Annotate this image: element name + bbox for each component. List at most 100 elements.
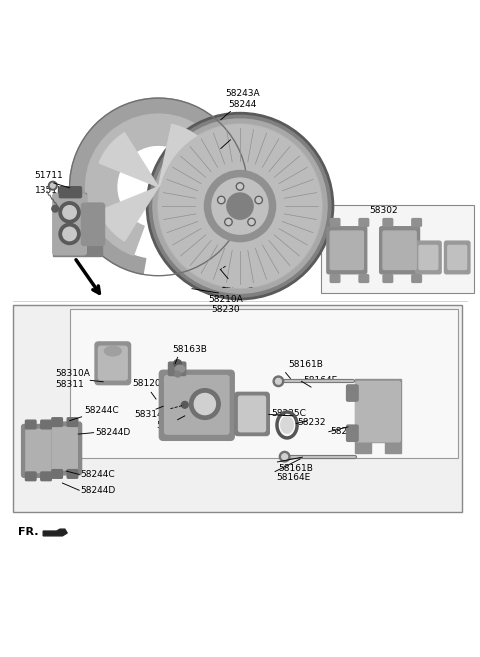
FancyBboxPatch shape (67, 470, 78, 478)
Circle shape (63, 227, 76, 240)
FancyBboxPatch shape (26, 429, 51, 472)
FancyBboxPatch shape (327, 227, 367, 274)
FancyBboxPatch shape (13, 306, 462, 512)
FancyBboxPatch shape (347, 425, 358, 442)
Circle shape (219, 198, 224, 202)
Circle shape (255, 196, 263, 204)
FancyBboxPatch shape (448, 246, 467, 269)
Text: 58161B: 58161B (278, 464, 313, 473)
Circle shape (225, 218, 232, 226)
Text: 58243A
58244: 58243A 58244 (225, 89, 260, 108)
Circle shape (146, 112, 334, 300)
FancyBboxPatch shape (235, 392, 269, 436)
FancyBboxPatch shape (359, 219, 369, 226)
Circle shape (226, 219, 231, 224)
Polygon shape (53, 193, 102, 256)
Text: 58235C: 58235C (271, 409, 306, 418)
FancyBboxPatch shape (41, 420, 51, 429)
FancyBboxPatch shape (330, 219, 340, 226)
FancyBboxPatch shape (95, 342, 131, 384)
FancyBboxPatch shape (416, 241, 441, 274)
FancyBboxPatch shape (48, 422, 82, 475)
FancyBboxPatch shape (25, 420, 36, 429)
Text: 58120: 58120 (132, 380, 161, 388)
FancyBboxPatch shape (419, 246, 438, 269)
FancyBboxPatch shape (70, 309, 458, 458)
FancyBboxPatch shape (168, 362, 186, 376)
Text: 58244D: 58244D (95, 428, 130, 437)
FancyBboxPatch shape (383, 231, 416, 269)
Circle shape (52, 206, 59, 212)
FancyBboxPatch shape (383, 219, 393, 226)
FancyBboxPatch shape (82, 203, 105, 246)
FancyBboxPatch shape (380, 227, 420, 274)
FancyBboxPatch shape (25, 472, 36, 481)
Circle shape (50, 183, 55, 188)
Circle shape (227, 193, 253, 219)
FancyBboxPatch shape (67, 418, 78, 426)
FancyBboxPatch shape (412, 219, 421, 226)
Text: 51711: 51711 (35, 171, 63, 180)
Circle shape (236, 183, 244, 190)
Text: FR.: FR. (18, 527, 39, 537)
Text: 58164E: 58164E (276, 474, 310, 482)
Polygon shape (43, 529, 67, 536)
Circle shape (190, 389, 220, 419)
FancyBboxPatch shape (412, 275, 421, 283)
Circle shape (59, 202, 80, 223)
Ellipse shape (104, 346, 121, 356)
Circle shape (158, 125, 322, 288)
Circle shape (174, 359, 181, 367)
FancyBboxPatch shape (159, 371, 234, 440)
Circle shape (63, 206, 76, 219)
Polygon shape (355, 379, 401, 453)
Text: 1220FS: 1220FS (221, 281, 254, 290)
Circle shape (48, 181, 57, 190)
Text: 58411B: 58411B (223, 129, 257, 137)
Text: 58161B: 58161B (288, 360, 323, 369)
Text: 58302: 58302 (370, 206, 398, 215)
Circle shape (175, 371, 180, 377)
Circle shape (157, 124, 323, 288)
Wedge shape (70, 98, 247, 275)
Circle shape (276, 378, 281, 384)
Text: 58314: 58314 (134, 410, 163, 419)
FancyBboxPatch shape (330, 231, 363, 269)
FancyBboxPatch shape (356, 382, 400, 442)
Circle shape (181, 401, 188, 408)
Circle shape (279, 451, 290, 462)
FancyBboxPatch shape (359, 275, 369, 283)
Text: 58244C: 58244C (81, 470, 115, 479)
Circle shape (273, 376, 284, 386)
FancyBboxPatch shape (347, 385, 358, 401)
Text: 58163B: 58163B (172, 345, 207, 354)
FancyBboxPatch shape (60, 187, 82, 198)
Text: 58164E: 58164E (303, 376, 337, 385)
FancyBboxPatch shape (22, 424, 55, 477)
Text: 58210A
58230: 58210A 58230 (208, 295, 243, 314)
FancyBboxPatch shape (53, 194, 86, 255)
Text: 58125: 58125 (156, 420, 185, 430)
Text: 58233: 58233 (330, 426, 359, 436)
Wedge shape (99, 187, 158, 241)
Wedge shape (158, 124, 206, 187)
FancyBboxPatch shape (52, 470, 62, 478)
FancyBboxPatch shape (52, 427, 77, 470)
Circle shape (256, 198, 261, 202)
FancyBboxPatch shape (165, 376, 229, 434)
Text: 58244C: 58244C (84, 406, 119, 415)
Text: 58232: 58232 (298, 418, 326, 427)
Circle shape (149, 116, 331, 297)
FancyBboxPatch shape (239, 396, 265, 432)
FancyBboxPatch shape (321, 205, 474, 292)
FancyBboxPatch shape (52, 418, 62, 426)
Ellipse shape (175, 365, 185, 373)
Wedge shape (99, 133, 158, 187)
Wedge shape (85, 114, 230, 256)
FancyBboxPatch shape (383, 275, 393, 283)
Circle shape (153, 119, 327, 293)
FancyBboxPatch shape (444, 241, 470, 274)
Circle shape (249, 219, 254, 224)
FancyBboxPatch shape (330, 275, 340, 283)
Circle shape (212, 178, 268, 234)
